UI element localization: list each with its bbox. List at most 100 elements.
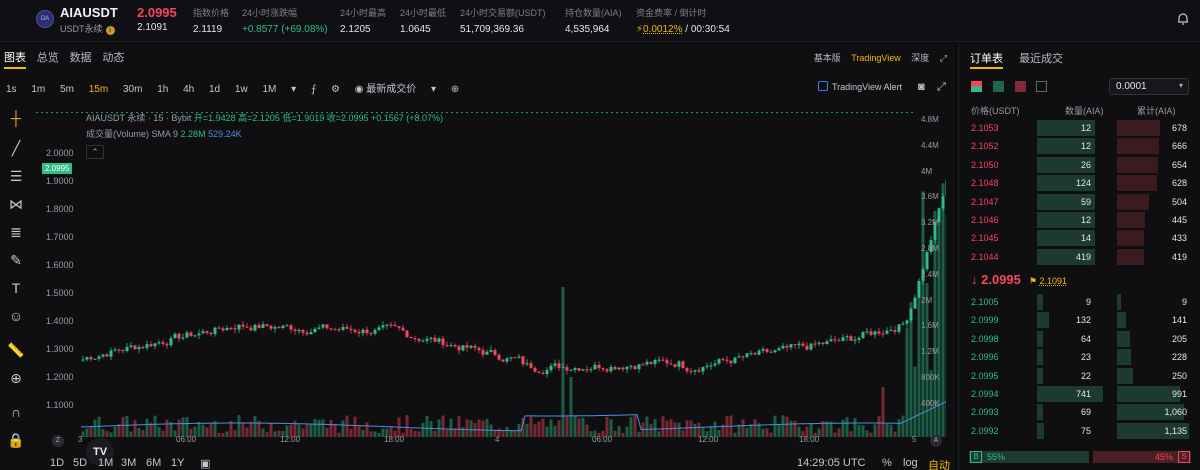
tradingview-alert-button[interactable]: TradingView Alert: [818, 81, 902, 92]
interval-4h[interactable]: 4h: [183, 84, 195, 95]
volume-bar: [253, 415, 257, 437]
volume-bar: [357, 425, 361, 437]
trendline-icon[interactable]: ╱: [11, 140, 21, 156]
info-icon[interactable]: i: [105, 26, 115, 35]
interval-30m[interactable]: 30m: [122, 84, 143, 95]
bid-row[interactable]: 2.0994 741 991: [959, 385, 1200, 403]
range-5d[interactable]: 5D: [73, 457, 88, 469]
bid-row[interactable]: 2.1005 9 9: [959, 293, 1200, 311]
add-icon[interactable]: ⊕: [450, 84, 460, 95]
grid-view-icon[interactable]: [1036, 81, 1048, 92]
interval-1h[interactable]: 1h: [157, 84, 169, 95]
ask-row[interactable]: 2.1052 12 666: [959, 137, 1200, 155]
bids-only-icon[interactable]: [992, 81, 1004, 92]
ask-row[interactable]: 2.1050 26 654: [959, 156, 1200, 174]
bid-row[interactable]: 2.0992 75 1,135: [959, 422, 1200, 440]
ask-row[interactable]: 2.1053 12 678: [959, 119, 1200, 137]
range-3m[interactable]: 3M: [121, 457, 137, 469]
ask-row[interactable]: 2.1047 59 504: [959, 193, 1200, 211]
channel-icon[interactable]: ≣: [10, 224, 22, 240]
candle-body: [901, 323, 905, 325]
range-1y[interactable]: 1Y: [171, 457, 185, 469]
tab-orderbook[interactable]: 订单表: [970, 53, 1003, 69]
interval-1d[interactable]: 1d: [209, 84, 221, 95]
asks-only-icon[interactable]: [1014, 81, 1026, 92]
tab-overview[interactable]: 总览: [36, 52, 59, 64]
auto-toggle[interactable]: 自动: [928, 460, 950, 470]
range-1m[interactable]: 1M: [98, 457, 114, 469]
candle-body: [237, 324, 241, 330]
candle-body: [117, 349, 121, 351]
ruler-icon[interactable]: 📏: [7, 342, 25, 358]
bell-icon[interactable]: [1176, 12, 1190, 26]
calendar-icon[interactable]: ▣: [200, 458, 211, 470]
volume-bar: [545, 426, 549, 437]
interval-1w[interactable]: 1w: [234, 84, 248, 95]
a-icon[interactable]: A: [930, 435, 942, 447]
both-sides-icon[interactable]: [971, 81, 982, 92]
candle-body: [365, 329, 369, 334]
interval-1s[interactable]: 1s: [6, 84, 17, 95]
candle-body: [673, 364, 677, 367]
ask-cum: 445: [1171, 215, 1187, 225]
collapse-icon[interactable]: ⌃: [86, 145, 104, 159]
fullscreen-icon[interactable]: ⤢: [939, 53, 947, 63]
volume-bar: [645, 416, 649, 437]
ask-price: 2.1050: [971, 159, 999, 170]
candle-body: [933, 221, 937, 241]
expand-icon[interactable]: ⤢: [937, 81, 946, 93]
magnet-icon[interactable]: ∩: [10, 404, 22, 420]
ask-row[interactable]: 2.1048 124 628: [959, 174, 1200, 192]
tab-news[interactable]: 动态: [102, 52, 125, 64]
candlestick-chart[interactable]: [36, 107, 946, 439]
ask-row[interactable]: 2.1045 14 433: [959, 229, 1200, 247]
candle-body: [329, 328, 333, 330]
lock-icon[interactable]: 🔒: [7, 432, 25, 448]
volume-bar: [277, 430, 281, 437]
camera-icon[interactable]: ◙: [918, 81, 925, 93]
ask-row[interactable]: 2.1044 419 419: [959, 248, 1200, 266]
view-depth[interactable]: 深度: [911, 53, 930, 63]
range-1d[interactable]: 1D: [50, 457, 65, 469]
volume-bar: [121, 417, 125, 437]
mid-price[interactable]: ↓ 2.0995 ⚑ 2.1091: [971, 272, 1067, 287]
interval-5m[interactable]: 5m: [60, 84, 74, 95]
view-tradingview[interactable]: TradingView: [851, 53, 901, 63]
ask-row[interactable]: 2.1046 12 445: [959, 211, 1200, 229]
interval-1M[interactable]: 1M ▾: [262, 84, 297, 95]
z-icon[interactable]: Z: [52, 435, 64, 447]
emoji-icon[interactable]: ☺: [8, 308, 24, 324]
tab-recent-trades[interactable]: 最近成交: [1019, 53, 1064, 65]
bid-row[interactable]: 2.0996 23 228: [959, 348, 1200, 366]
price-source-select[interactable]: ◉ 最新成交价 ▾: [354, 84, 437, 95]
interval-15m[interactable]: 15m: [88, 84, 109, 95]
candle-body: [489, 350, 493, 352]
bid-price: 2.0993: [971, 407, 999, 418]
candle-body: [149, 344, 153, 347]
settings-icon[interactable]: ⚙: [330, 84, 340, 95]
tab-chart[interactable]: 图表: [4, 49, 26, 69]
brush-icon[interactable]: ✎: [10, 252, 22, 268]
percent-toggle[interactable]: %: [882, 457, 892, 469]
utc-time[interactable]: 14:29:05 UTC: [797, 457, 866, 469]
fib-icon[interactable]: ☰: [9, 168, 23, 184]
indicator-icon[interactable]: ⨍: [310, 84, 317, 95]
volume-bar: [389, 425, 393, 437]
range-6m[interactable]: 6M: [146, 457, 162, 469]
interval-1m[interactable]: 1m: [31, 84, 46, 95]
view-basic[interactable]: 基本版: [813, 53, 841, 63]
zoom-icon[interactable]: ⊕: [10, 370, 22, 386]
pattern-icon[interactable]: ⋈: [9, 196, 23, 212]
bid-row[interactable]: 2.0998 64 205: [959, 330, 1200, 348]
log-toggle[interactable]: log: [903, 457, 918, 469]
bid-row[interactable]: 2.0993 69 1,060: [959, 403, 1200, 421]
text-icon[interactable]: T: [11, 280, 21, 296]
tab-data[interactable]: 数据: [69, 52, 92, 64]
crosshair-icon[interactable]: ┼: [11, 110, 21, 126]
bid-row[interactable]: 2.0995 22 250: [959, 367, 1200, 385]
precision-select[interactable]: 0.0001 ▾: [1109, 78, 1189, 95]
bid-row[interactable]: 2.0999 132 141: [959, 311, 1200, 329]
volume-bar: [897, 419, 901, 437]
symbol-name[interactable]: AIAUSDT: [60, 5, 118, 20]
qty-depth-bar: [1037, 386, 1103, 402]
